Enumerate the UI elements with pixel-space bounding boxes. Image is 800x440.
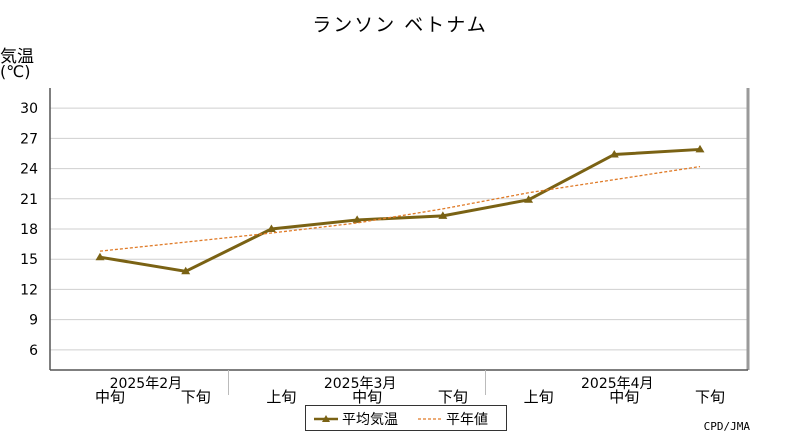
data-point-marker	[181, 266, 191, 275]
data-point-marker	[352, 215, 362, 223]
legend-label-normal: 平年値	[446, 412, 488, 428]
legend: 平均気温 平年値	[305, 405, 507, 431]
x-tick-label: 上旬	[266, 388, 296, 406]
legend-swatch-dotted-icon	[418, 418, 442, 420]
y-tick-label: 18	[20, 222, 38, 238]
chart-title: ランソン ベトナム	[312, 14, 488, 36]
data-point-marker	[266, 224, 276, 232]
y-tick-label: 15	[20, 252, 38, 268]
legend-swatch-solid-triangle-icon	[314, 415, 338, 422]
legend-item-normal: 平年値	[418, 409, 488, 429]
x-month-label: 2025年3月	[324, 376, 397, 392]
legend-label-mean-temp: 平均気温	[342, 412, 398, 428]
y-tick-label: 9	[29, 313, 38, 329]
x-month-label: 2025年4月	[581, 376, 654, 392]
x-tick-label: 下旬	[695, 388, 725, 406]
x-tick-label: 中旬	[609, 388, 639, 406]
y-axis-unit-symbol: (℃)	[0, 62, 31, 81]
x-tick-label: 下旬	[181, 388, 211, 406]
credit-text: CPD/JMA	[703, 420, 750, 433]
x-tick-label: 中旬	[95, 388, 125, 406]
y-axis-unit-label: 気温	[0, 47, 34, 67]
data-point-marker	[95, 252, 105, 261]
y-tick-label: 27	[20, 131, 38, 147]
x-month-label: 2025年2月	[110, 376, 183, 392]
series-line-normal	[99, 165, 701, 252]
y-tick-label: 21	[20, 192, 38, 208]
x-tick-label: 中旬	[352, 388, 382, 406]
y-tick-label: 12	[20, 282, 38, 298]
data-point-marker	[695, 144, 705, 153]
x-tick-label: 下旬	[438, 388, 468, 406]
y-tick-label: 30	[20, 101, 38, 117]
y-tick-label: 24	[20, 162, 38, 178]
data-point-marker	[438, 211, 448, 219]
x-tick-label: 上旬	[524, 388, 554, 406]
legend-item-mean-temp: 平均気温	[314, 409, 398, 429]
series-line-mean-temp	[99, 147, 701, 273]
data-point-marker	[524, 195, 534, 203]
y-tick-label: 6	[29, 343, 38, 359]
data-point-marker	[609, 149, 619, 158]
